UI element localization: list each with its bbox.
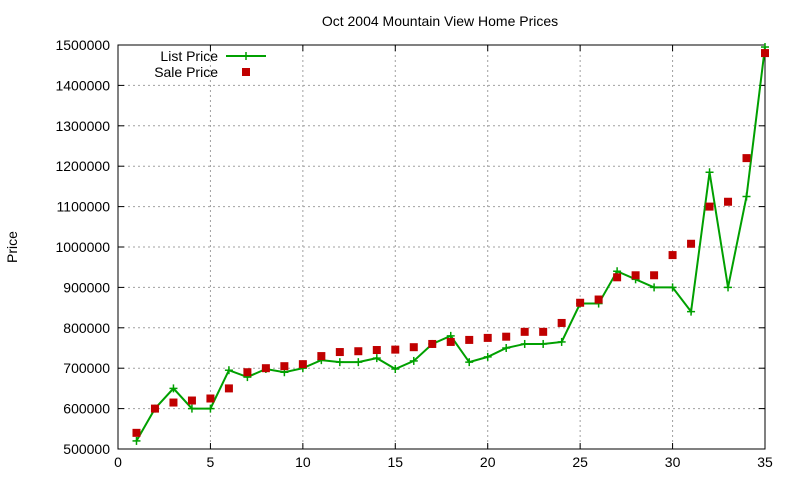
list-price-point xyxy=(335,358,344,367)
list-price-point xyxy=(224,366,233,375)
sale-price-point xyxy=(243,368,252,377)
sale-price-point xyxy=(187,396,196,405)
sale-price-point xyxy=(650,271,659,280)
y-tick-label: 600000 xyxy=(63,401,110,417)
x-tick-label: 35 xyxy=(757,454,773,470)
list-price-point xyxy=(391,365,400,374)
list-price-point xyxy=(687,307,696,316)
legend-marker-list-price xyxy=(242,52,250,60)
sale-price-point xyxy=(298,360,307,369)
sale-price-point xyxy=(391,345,400,354)
list-price-point xyxy=(187,404,196,413)
sale-price-point xyxy=(687,239,696,248)
y-tick-label: 800000 xyxy=(63,320,110,336)
sale-price-point xyxy=(539,327,548,336)
y-tick-label: 1300000 xyxy=(55,118,110,134)
legend-label-sale-price: Sale Price xyxy=(154,64,218,80)
sale-price-point xyxy=(224,384,233,393)
sale-price-point xyxy=(409,343,418,352)
list-price-point xyxy=(372,354,381,363)
list-price-point xyxy=(132,436,141,445)
sale-price-point xyxy=(613,273,622,282)
x-tick-label: 5 xyxy=(207,454,215,470)
y-tick-label: 1500000 xyxy=(55,37,110,53)
list-price-point xyxy=(724,283,733,292)
sale-price-point xyxy=(761,49,769,58)
list-price-point xyxy=(465,358,474,367)
list-price-point xyxy=(742,192,751,201)
sale-price-point xyxy=(354,347,363,356)
y-axis-label: Price xyxy=(4,231,20,263)
y-tick-label: 500000 xyxy=(63,441,110,457)
grid-layer xyxy=(118,45,765,449)
chart-title: Oct 2004 Mountain View Home Prices xyxy=(322,13,558,29)
list-price-point xyxy=(668,283,677,292)
x-tick-label: 10 xyxy=(295,454,311,470)
sale-price-point xyxy=(206,394,215,403)
sale-price-point xyxy=(465,335,474,344)
list-price-point xyxy=(520,339,529,348)
x-tick-label: 25 xyxy=(572,454,588,470)
list-price-point xyxy=(354,358,363,367)
legend-label-list-price: List Price xyxy=(160,48,218,64)
sale-price-point xyxy=(520,327,529,336)
x-tick-label: 0 xyxy=(114,454,122,470)
sale-price-point xyxy=(317,352,326,361)
list-price-point xyxy=(409,356,418,365)
list-price-point xyxy=(539,339,548,348)
sale-price-point xyxy=(502,332,511,341)
sale-price-point xyxy=(594,295,603,304)
sale-price-series xyxy=(132,49,769,437)
sale-price-point xyxy=(132,428,141,437)
sale-price-point xyxy=(557,318,566,327)
y-tick-label: 900000 xyxy=(63,279,110,295)
list-price-line xyxy=(135,46,766,442)
sale-price-point xyxy=(724,197,733,206)
y-tick-label: 700000 xyxy=(63,360,110,376)
sale-price-point xyxy=(280,362,289,371)
sale-price-point xyxy=(428,339,437,348)
sale-price-point xyxy=(705,202,714,211)
sale-price-point xyxy=(335,348,344,357)
list-price-point xyxy=(502,344,511,352)
sale-price-point xyxy=(372,346,381,355)
plot-frame xyxy=(117,44,766,450)
ticks-layer: 0 5 10 15 20 25 30 35 500000 600000 700000 800000 90… xyxy=(55,37,773,470)
x-tick-label: 15 xyxy=(387,454,403,470)
sale-price-point xyxy=(742,154,751,163)
sale-price-point xyxy=(483,333,492,342)
list-price-point xyxy=(557,337,566,346)
sale-price-point xyxy=(169,398,178,407)
sale-price-point xyxy=(150,404,159,413)
list-price-point xyxy=(705,168,714,177)
sale-price-point xyxy=(576,298,585,307)
legend-marker-sale-price xyxy=(242,68,250,76)
y-tick-label: 1200000 xyxy=(55,158,110,174)
y-tick-label: 1400000 xyxy=(55,77,110,93)
list-price-point xyxy=(169,384,178,393)
sale-price-point xyxy=(668,251,677,260)
list-price-point xyxy=(206,404,215,413)
list-price-point xyxy=(650,283,659,292)
y-tick-label: 1100000 xyxy=(57,199,111,215)
y-tick-label: 1000000 xyxy=(55,239,110,255)
sale-price-point xyxy=(446,337,455,346)
series-layer xyxy=(132,43,769,445)
list-price-point xyxy=(483,352,492,361)
sale-price-point xyxy=(261,364,270,373)
x-tick-label: 20 xyxy=(480,454,496,470)
x-tick-label: 30 xyxy=(665,454,681,470)
sale-price-point xyxy=(631,271,640,280)
